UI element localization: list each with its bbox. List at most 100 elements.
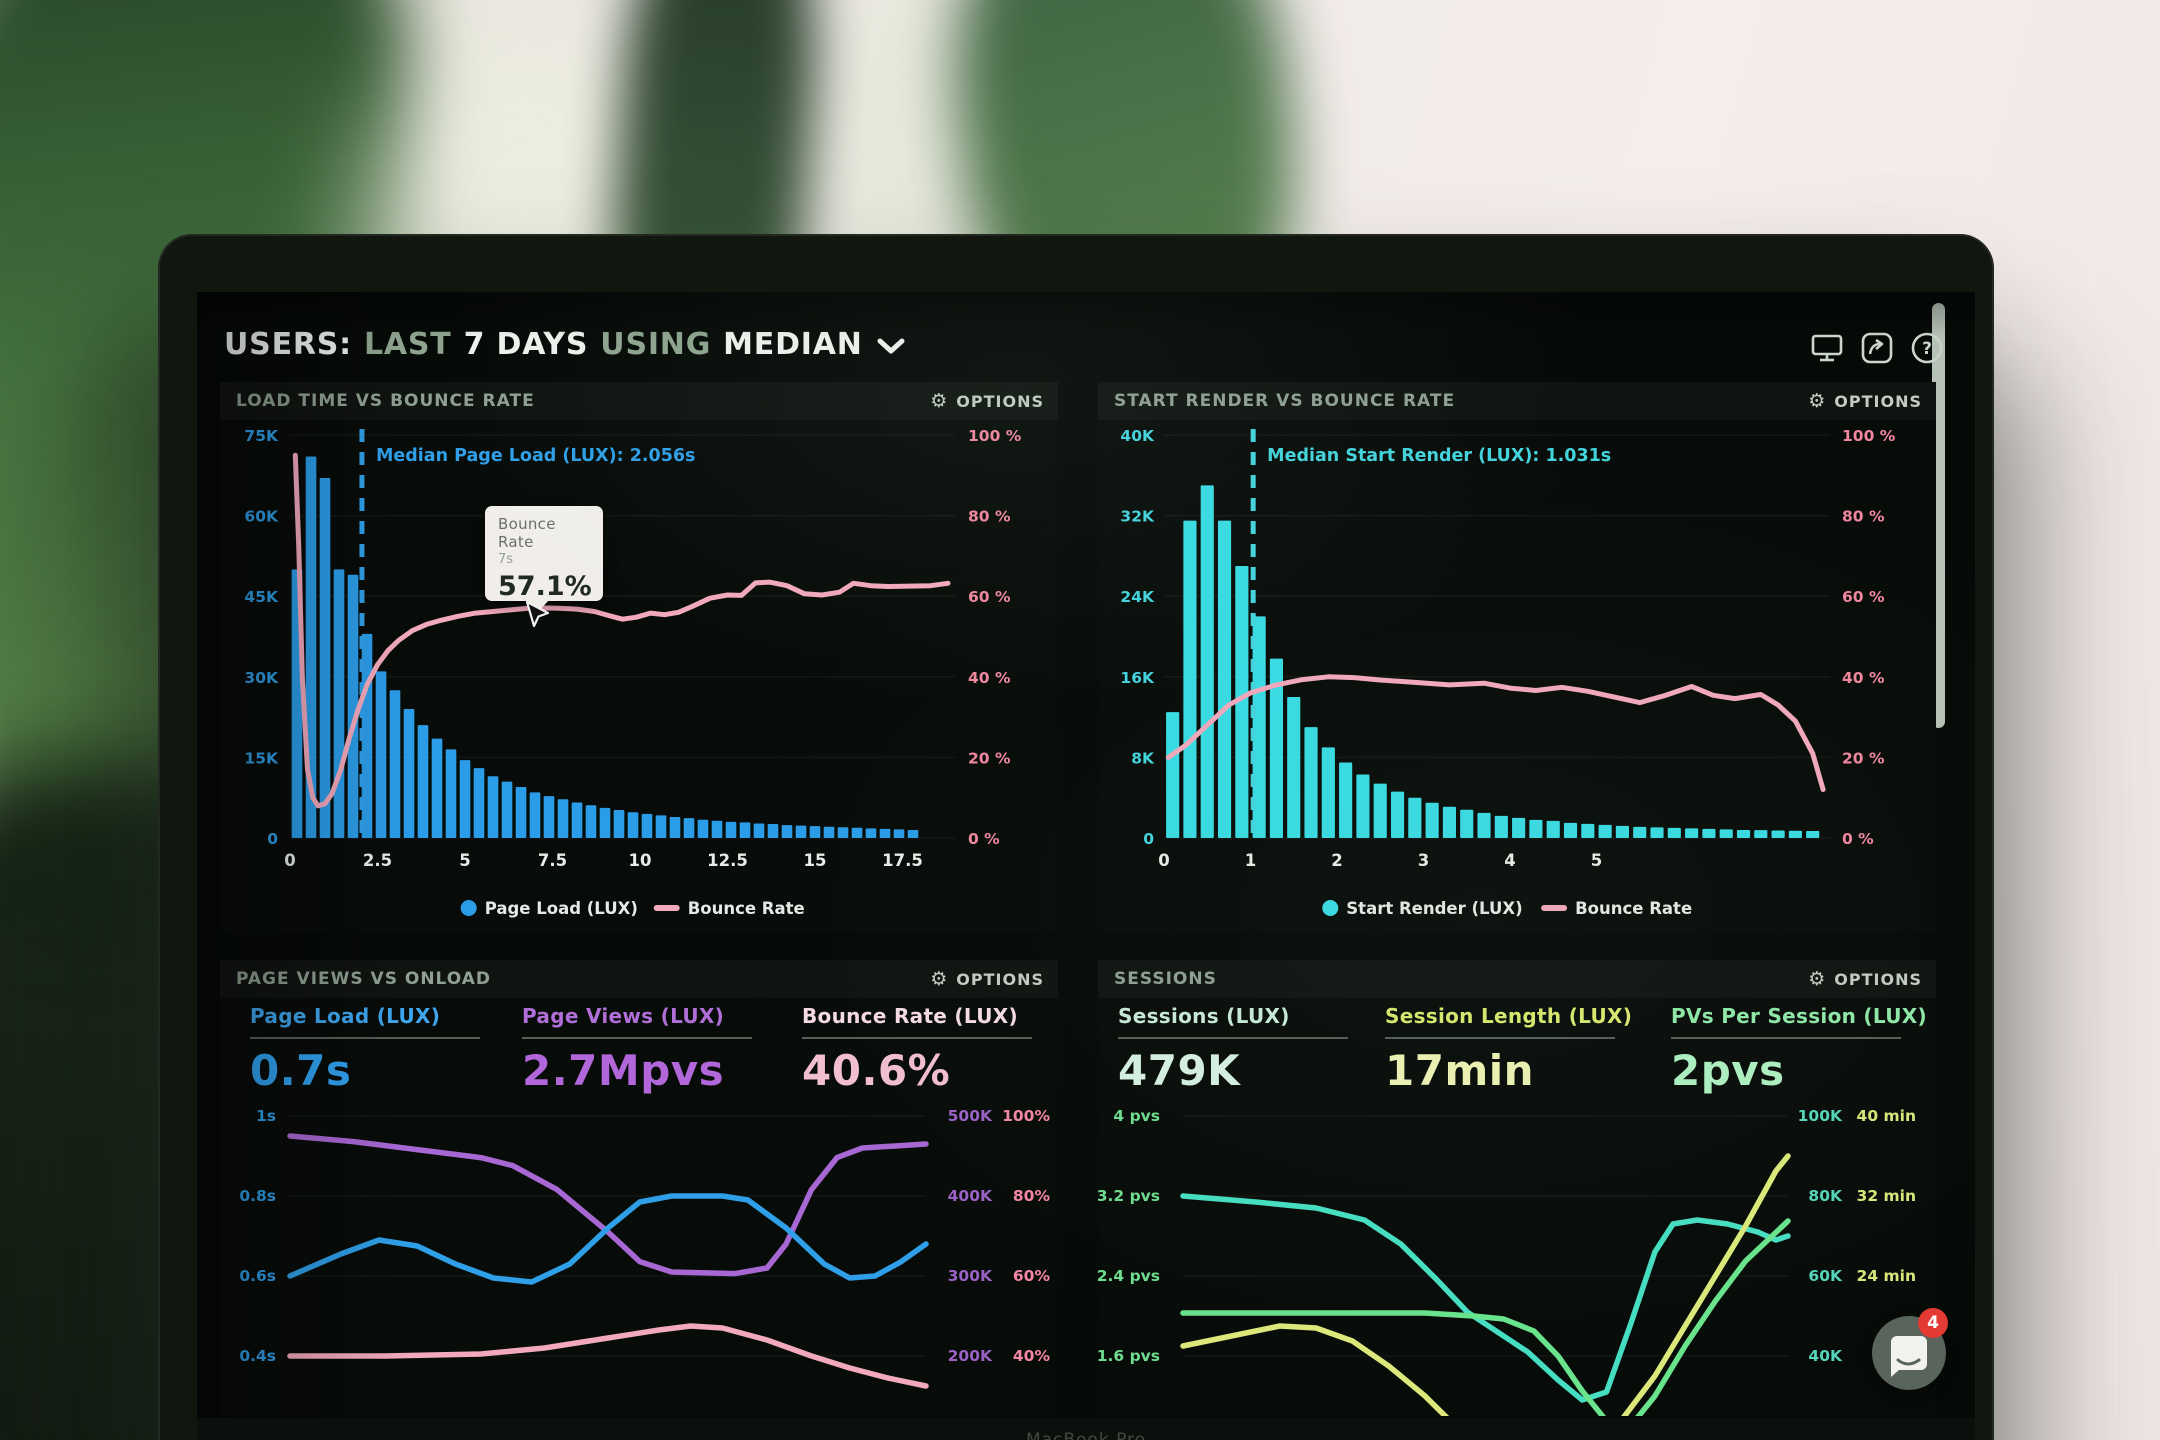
histogram-bar[interactable] xyxy=(1702,828,1716,838)
bezel-bottom: MacBook Pro xyxy=(197,1418,1975,1440)
histogram-bar[interactable] xyxy=(1512,817,1526,838)
histogram-bar[interactable] xyxy=(347,574,359,838)
chart-canvas-page-views-vs-onload[interactable]: 1s 500K 100% 0.8s 400K 80% 0.6s 300K 60% 0.4s 200K… xyxy=(220,960,1058,1416)
intercom-chat-button[interactable]: 4 xyxy=(1872,1308,1948,1390)
histogram-bar[interactable] xyxy=(739,822,751,838)
histogram-bar[interactable] xyxy=(1633,826,1647,838)
histogram-bar[interactable] xyxy=(1460,809,1474,838)
histogram-bar[interactable] xyxy=(459,760,471,838)
histogram-bar[interactable] xyxy=(319,477,331,838)
histogram-bar[interactable] xyxy=(1166,712,1180,838)
histogram-bar[interactable] xyxy=(1806,830,1820,838)
histogram-bar[interactable] xyxy=(1200,485,1214,838)
options-button[interactable]: ⚙ OPTIONS xyxy=(930,391,1044,411)
histogram-bar[interactable] xyxy=(473,768,485,838)
chart-canvas-start-render-vs-bounce-rate[interactable]: Median Start Render (LUX): 1.031s 40K 32K 2… xyxy=(1098,382,1936,933)
row-left-tick: 4 pvs xyxy=(1113,1107,1160,1125)
histogram-bar[interactable] xyxy=(1425,802,1439,838)
histogram-bar[interactable] xyxy=(1442,806,1457,838)
y-left-tick: 8K xyxy=(1131,749,1155,767)
histogram-bar[interactable] xyxy=(683,818,695,838)
histogram-bar[interactable] xyxy=(1217,520,1232,838)
histogram-bar[interactable] xyxy=(1546,820,1560,838)
histogram-bar[interactable] xyxy=(417,725,429,838)
histogram-bar[interactable] xyxy=(837,827,849,838)
histogram-bar[interactable] xyxy=(445,749,457,838)
histogram-bar[interactable] xyxy=(1321,747,1335,838)
share-icon[interactable] xyxy=(1859,332,1895,364)
histogram-bar[interactable] xyxy=(431,738,443,838)
histogram-bar[interactable] xyxy=(585,805,597,838)
histogram-bar[interactable] xyxy=(1563,822,1578,838)
histogram-bar[interactable] xyxy=(375,671,387,838)
histogram-bar[interactable] xyxy=(557,799,569,838)
histogram-bar[interactable] xyxy=(809,826,821,838)
histogram-bar[interactable] xyxy=(1581,823,1595,838)
histogram-bar[interactable] xyxy=(613,810,625,838)
histogram-bar[interactable] xyxy=(1252,616,1266,838)
histogram-bar[interactable] xyxy=(1304,727,1318,838)
histogram-bar[interactable] xyxy=(599,807,611,838)
histogram-bar[interactable] xyxy=(1771,830,1785,838)
row-right-tick-1: 60K xyxy=(1808,1267,1843,1285)
histogram-bar[interactable] xyxy=(1235,565,1249,838)
histogram-bar[interactable] xyxy=(1529,819,1543,838)
histogram-bar[interactable] xyxy=(879,828,891,838)
histogram-bar[interactable] xyxy=(669,817,681,838)
histogram-bar[interactable] xyxy=(1477,812,1491,838)
dashboard-title[interactable]: USERS: LAST 7 DAYS USING MEDIAN xyxy=(224,322,905,366)
histogram-bar[interactable] xyxy=(403,709,415,838)
histogram-bar[interactable] xyxy=(487,776,499,838)
histogram-bar[interactable] xyxy=(1667,827,1681,838)
histogram-bar[interactable] xyxy=(907,829,919,838)
options-button[interactable]: ⚙ OPTIONS xyxy=(1808,969,1922,989)
histogram-bar[interactable] xyxy=(795,825,807,838)
histogram-bar[interactable] xyxy=(641,813,653,838)
histogram-bar[interactable] xyxy=(1183,520,1197,838)
histogram-bar[interactable] xyxy=(753,823,765,838)
histogram-bar[interactable] xyxy=(1650,827,1664,838)
chart-canvas-sessions[interactable]: 4 pvs 100K 40 min 3.2 pvs 80K 32 min 2.4 pvs 60… xyxy=(1098,960,1936,1416)
histogram-bar[interactable] xyxy=(1494,815,1508,838)
histogram-bar[interactable] xyxy=(767,824,779,838)
histogram-bar[interactable] xyxy=(1736,829,1751,838)
display-icon[interactable] xyxy=(1809,332,1845,364)
panel-title: LOAD TIME VS BOUNCE RATE xyxy=(236,391,535,411)
histogram-bar[interactable] xyxy=(1373,783,1387,838)
histogram-bar[interactable] xyxy=(1615,825,1629,838)
chevron-down-icon[interactable] xyxy=(877,338,905,355)
histogram-bar[interactable] xyxy=(1390,791,1405,838)
histogram-bar[interactable] xyxy=(697,819,709,838)
histogram-bar[interactable] xyxy=(1685,828,1699,838)
histogram-bar[interactable] xyxy=(389,690,401,838)
histogram-bar[interactable] xyxy=(529,792,541,838)
x-tick: 2.5 xyxy=(363,851,392,870)
histogram-bar[interactable] xyxy=(1754,830,1768,838)
histogram-bar[interactable] xyxy=(851,827,863,838)
histogram-bar[interactable] xyxy=(1598,824,1612,838)
options-button[interactable]: ⚙ OPTIONS xyxy=(930,969,1044,989)
options-button[interactable]: ⚙ OPTIONS xyxy=(1808,391,1922,411)
histogram-bar[interactable] xyxy=(571,802,583,838)
histogram-bar[interactable] xyxy=(823,826,835,838)
row-right-tick-2: 80% xyxy=(1013,1187,1051,1205)
histogram-bar[interactable] xyxy=(781,825,793,838)
histogram-bar[interactable] xyxy=(1408,797,1422,838)
histogram-bar[interactable] xyxy=(543,796,555,838)
histogram-bar[interactable] xyxy=(627,812,639,838)
histogram-bar[interactable] xyxy=(1339,762,1353,838)
histogram-bar[interactable] xyxy=(1719,829,1733,838)
histogram-bar[interactable] xyxy=(1269,658,1284,838)
histogram-bar[interactable] xyxy=(1788,830,1802,838)
histogram-bar[interactable] xyxy=(501,781,513,838)
histogram-bar[interactable] xyxy=(725,821,737,838)
histogram-bar[interactable] xyxy=(333,569,345,838)
histogram-bar[interactable] xyxy=(893,829,905,838)
histogram-bar[interactable] xyxy=(1287,696,1301,838)
histogram-bar[interactable] xyxy=(1356,774,1370,838)
histogram-bar[interactable] xyxy=(865,828,877,838)
chart-canvas-load-time-vs-bounce-rate[interactable]: Median Page Load (LUX): 2.056s 75K 60K 45K 3… xyxy=(220,382,1058,933)
histogram-bar[interactable] xyxy=(515,786,527,838)
histogram-bar[interactable] xyxy=(655,815,667,838)
histogram-bar[interactable] xyxy=(711,820,723,838)
